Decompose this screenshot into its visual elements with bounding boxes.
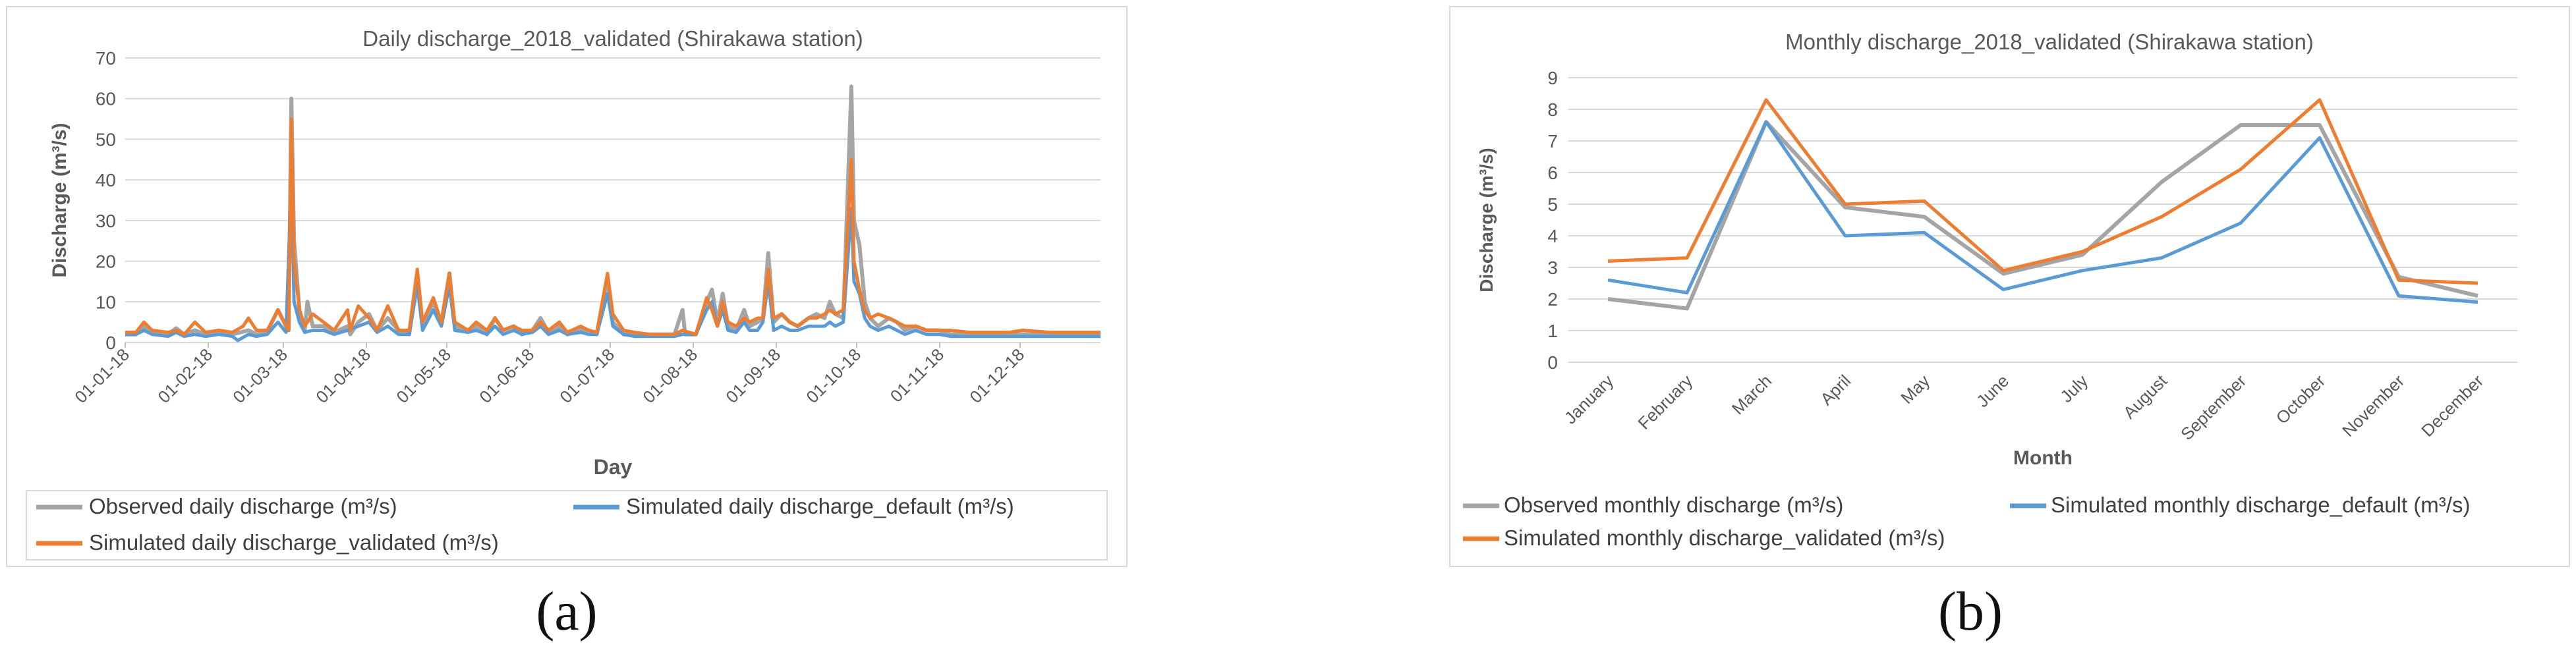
legend-label: Simulated daily discharge_validated (m³/… <box>89 530 499 555</box>
y-tick-label: 30 <box>96 211 116 231</box>
y-tick-label: 2 <box>1547 289 1558 310</box>
chart-title: Daily discharge_2018_validated (Shirakaw… <box>362 26 863 51</box>
chart-frame <box>6 6 1128 567</box>
y-tick-label: 50 <box>96 129 116 150</box>
y-tick-label: 40 <box>96 170 116 190</box>
y-tick-label: 10 <box>96 292 116 312</box>
daily-chart-panel: Daily discharge_2018_validated (Shirakaw… <box>0 0 1133 654</box>
y-tick-label: 3 <box>1547 258 1558 278</box>
y-tick-label: 6 <box>1547 163 1558 183</box>
daily-discharge-chart: Daily discharge_2018_validated (Shirakaw… <box>6 6 1128 567</box>
y-tick-label: 9 <box>1547 68 1558 88</box>
y-tick-label: 8 <box>1547 99 1558 120</box>
x-axis-title: Day <box>594 455 633 479</box>
chart-title: Monthly discharge_2018_validated (Shirak… <box>1785 30 2314 54</box>
legend-label: Observed daily discharge (m³/s) <box>89 494 397 518</box>
y-axis-title: Discharge (m³/s) <box>1476 148 1497 292</box>
y-tick-label: 1 <box>1547 321 1558 341</box>
legend-label: Simulated monthly discharge_validated (m… <box>1504 526 1945 550</box>
legend-label: Simulated daily discharge_default (m³/s) <box>626 494 1014 518</box>
y-tick-label: 4 <box>1547 226 1558 246</box>
y-tick-label: 0 <box>105 333 116 353</box>
caption-a: (a) <box>536 581 598 642</box>
y-tick-label: 5 <box>1547 194 1558 215</box>
y-tick-label: 60 <box>96 89 116 109</box>
y-tick-label: 70 <box>96 48 116 68</box>
legend-box <box>26 490 1108 560</box>
series-line-3 <box>1607 98 2478 285</box>
x-axis-title: Month <box>2013 447 2073 469</box>
series-line-3 <box>125 117 1101 337</box>
y-tick-label: 0 <box>1547 352 1558 373</box>
y-axis-title: Discharge (m³/s) <box>49 123 71 277</box>
caption-b: (b) <box>1938 581 2003 642</box>
monthly-discharge-chart: Monthly discharge_2018_validated (Shirak… <box>1449 6 2570 567</box>
monthly-chart-panel: Monthly discharge_2018_validated (Shirak… <box>1443 0 2576 654</box>
y-tick-label: 20 <box>96 252 116 272</box>
legend-label: Simulated monthly discharge_default (m³/… <box>2051 493 2470 517</box>
y-tick-label: 7 <box>1547 131 1558 151</box>
series-line-2 <box>1607 120 2478 304</box>
legend-label: Observed monthly discharge (m³/s) <box>1504 493 1843 517</box>
